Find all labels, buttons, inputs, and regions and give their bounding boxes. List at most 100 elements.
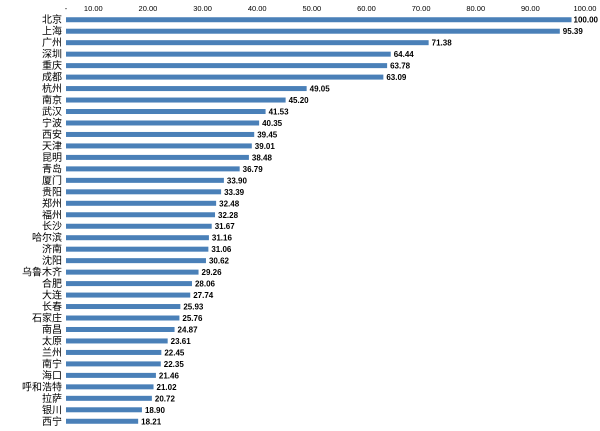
category-label-32: 海口: [42, 369, 62, 382]
bar-6: [66, 74, 384, 80]
bar-5: [66, 63, 388, 69]
x-tick-label-9: 80.00: [466, 4, 485, 13]
value-label-14: 36.79: [243, 165, 264, 174]
value-label-36: 18.21: [141, 417, 162, 426]
x-tick-label-7: 60.00: [357, 4, 376, 13]
value-label-12: 39.01: [255, 142, 276, 151]
value-label-20: 31.16: [212, 234, 233, 243]
bar-3: [66, 40, 429, 46]
category-label-31: 南宁: [42, 357, 62, 370]
bar-12: [66, 143, 252, 149]
bar-15: [66, 177, 224, 183]
value-label-21: 31.06: [211, 245, 232, 254]
bar-32: [66, 372, 156, 378]
x-tick-label-5: 40.00: [248, 4, 267, 13]
x-tick-label-2: 10.00: [84, 4, 103, 13]
bar-7: [66, 86, 307, 92]
category-label-19: 长沙: [42, 221, 62, 233]
category-label-6: 成都: [42, 72, 62, 84]
x-tick-label-3: 20.00: [139, 4, 158, 13]
category-label-9: 武汉: [42, 105, 62, 118]
category-label-26: 长春: [42, 301, 62, 313]
category-label-7: 杭州: [42, 82, 62, 95]
bar-10: [66, 120, 260, 126]
bars: [66, 17, 585, 424]
bar-33: [66, 384, 154, 390]
bar-13: [66, 154, 249, 160]
category-label-23: 乌鲁木齐: [22, 266, 62, 279]
bar-30: [66, 349, 162, 355]
bar-27: [66, 315, 180, 321]
category-axis-labels: 北京上海广州深圳重庆成都杭州南京武汉宁波西安天津昆明青岛厦门贵阳郑州福州长沙哈尔…: [22, 13, 62, 428]
category-label-4: 深圳: [42, 49, 62, 61]
category-label-17: 郑州: [42, 197, 62, 210]
bar-2: [66, 28, 560, 34]
category-label-24: 合肥: [42, 277, 62, 290]
bar-19: [66, 223, 212, 229]
x-tick-label-8: 70.00: [412, 4, 431, 13]
bar-18: [66, 212, 216, 218]
value-label-8: 45.20: [289, 96, 310, 105]
category-label-30: 兰州: [42, 346, 62, 359]
x-tick-label-11: 100.00: [574, 4, 597, 13]
value-label-35: 18.90: [145, 406, 166, 415]
category-label-14: 青岛: [42, 162, 62, 175]
category-label-25: 大连: [42, 289, 62, 302]
value-label-19: 31.67: [215, 222, 236, 231]
category-label-34: 拉萨: [42, 392, 62, 405]
category-label-8: 南京: [42, 94, 62, 107]
x-tick-label-4: 30.00: [193, 4, 212, 13]
value-label-1: 100.00: [574, 16, 599, 25]
value-label-5: 63.78: [390, 62, 411, 71]
value-label-26: 25.93: [183, 303, 204, 312]
category-label-20: 哈尔滨: [32, 231, 62, 244]
category-label-29: 太原: [42, 334, 62, 347]
category-label-16: 贵阳: [42, 185, 62, 198]
bar-34: [66, 395, 152, 401]
value-label-9: 41.53: [269, 108, 290, 117]
bar-29: [66, 338, 168, 344]
bar-28: [66, 326, 175, 332]
bar-16: [66, 189, 222, 195]
category-label-28: 南昌: [42, 323, 62, 336]
category-label-5: 重庆: [42, 59, 62, 72]
x-tick-label-10: 90.00: [521, 4, 540, 13]
value-labels: 100.00 95.39 71.38 64.44 63.78 63.09 49.0545.2…: [141, 15, 600, 426]
bar-26: [66, 304, 181, 310]
value-label-3: 71.38: [432, 39, 453, 48]
category-label-27: 石家庄: [32, 312, 62, 325]
bar-14: [66, 166, 240, 172]
value-label-7: 49.05: [310, 85, 331, 94]
category-label-18: 福州: [42, 208, 62, 221]
value-label-27: 25.76: [182, 314, 203, 323]
bar-4: [66, 51, 391, 57]
value-label-32: 21.46: [159, 371, 180, 380]
category-label-36: 西宁: [42, 415, 62, 428]
category-label-33: 呼和浩特: [22, 381, 62, 393]
bar-36: [66, 418, 139, 424]
value-label-23: 29.26: [202, 268, 223, 277]
value-label-16: 33.39: [224, 188, 245, 197]
x-axis-tick-labels: - 10.00 20.00 30.00 40.00 50.00 60.00 70.00 80.0…: [65, 4, 597, 13]
bar-17: [66, 200, 217, 206]
bar-8: [66, 97, 286, 103]
category-label-2: 上海: [42, 25, 62, 38]
bar-20: [66, 235, 209, 241]
category-label-22: 沈阳: [42, 254, 62, 267]
value-label-2: 95.39: [563, 27, 584, 36]
category-label-3: 广州: [42, 37, 62, 49]
value-label-31: 22.35: [164, 360, 185, 369]
value-label-33: 21.02: [157, 383, 178, 392]
bar-9: [66, 109, 266, 115]
bar-31: [66, 361, 161, 367]
value-label-17: 32.48: [219, 199, 240, 208]
value-label-34: 20.72: [155, 394, 176, 403]
value-label-18: 32.28: [218, 211, 239, 220]
value-label-29: 23.61: [171, 337, 192, 346]
value-label-15: 33.90: [227, 176, 248, 185]
bar-11: [66, 131, 255, 137]
value-label-28: 24.87: [178, 325, 199, 334]
category-label-35: 银川: [42, 403, 62, 416]
bar-23: [66, 269, 199, 275]
